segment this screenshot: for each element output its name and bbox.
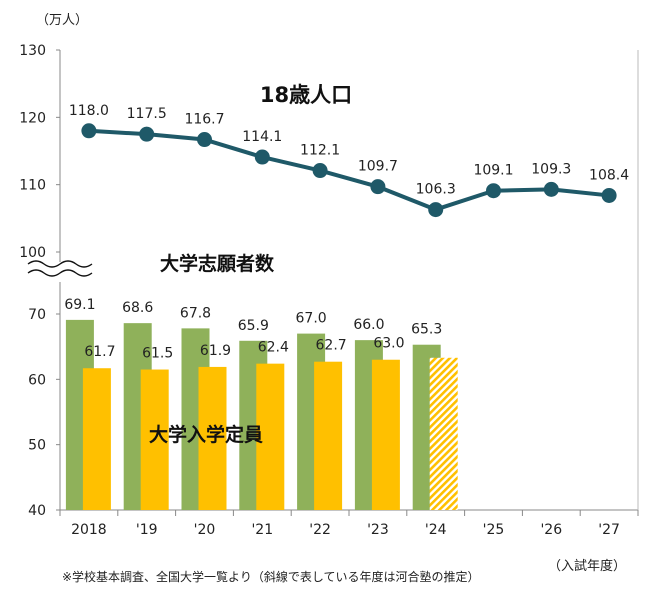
y-tick-label: 120: [19, 110, 46, 126]
data-label-population: 116.7: [184, 112, 224, 128]
data-label-capacity: 61.5: [142, 346, 173, 362]
y-tick-label: 70: [28, 307, 46, 323]
line-point: [428, 202, 444, 218]
data-label-population: 109.7: [358, 159, 398, 175]
bar-capacity: [140, 369, 169, 510]
data-label-population: 106.3: [416, 182, 456, 198]
data-label-population: 109.3: [531, 161, 571, 177]
data-label-capacity: 63.0: [373, 336, 404, 352]
bar-series-name-applicants: 大学志願者数: [160, 252, 275, 275]
unit-label: （万人）: [36, 13, 88, 28]
bar-capacity: [198, 366, 227, 510]
line-point: [81, 123, 97, 139]
bar-capacity-estimated: [429, 357, 458, 510]
y-tick-label: 40: [28, 503, 46, 519]
line-series-name: 18歳人口: [260, 83, 352, 107]
y-tick-label: 130: [19, 43, 46, 59]
data-label-population: 117.5: [127, 106, 167, 122]
data-label-population: 108.4: [589, 167, 629, 183]
data-label-applicants: 69.1: [64, 297, 95, 313]
x-tick-label: '26: [540, 522, 562, 538]
x-tick-label: '27: [598, 522, 620, 538]
x-tick-label: '22: [309, 522, 331, 538]
data-label-capacity: 62.4: [258, 340, 289, 356]
x-tick-label: '23: [367, 522, 389, 538]
data-label-capacity: 61.7: [84, 344, 115, 360]
x-tick-label: '21: [251, 522, 273, 538]
line-point: [312, 163, 328, 179]
line-point: [543, 181, 559, 197]
line-point: [601, 187, 617, 203]
bar-capacity: [256, 363, 285, 510]
x-tick-label: '25: [483, 522, 505, 538]
x-tick-label: '24: [425, 522, 447, 538]
data-label-capacity: 61.9: [200, 343, 231, 359]
data-label-applicants: 66.0: [353, 317, 384, 333]
x-tick-label: '20: [194, 522, 216, 538]
y-tick-label: 50: [28, 438, 46, 454]
y-tick-label: 110: [19, 178, 46, 194]
line-point: [139, 126, 155, 142]
data-label-applicants: 65.3: [411, 322, 442, 338]
x-tick-label: '19: [136, 522, 158, 538]
line-point: [486, 183, 501, 199]
source-note: ※学校基本調査、全国大学一覧より（斜線で表している年度は河合塾の推定）: [62, 569, 479, 584]
x-axis-note: （入試年度）: [548, 558, 626, 574]
data-labels: 69.1 68.6 67.8 65.9 67.0 66.0 65.3 61.7 61.5 61.9…: [64, 103, 629, 362]
data-label-applicants: 67.0: [296, 311, 327, 327]
data-label-population: 114.1: [242, 129, 282, 145]
axis-break-mark: [27, 260, 93, 268]
x-tick-label: 2018: [71, 522, 107, 538]
bar-series-name-capacity: 大学入学定員: [149, 423, 263, 446]
line-point: [254, 149, 270, 165]
data-label-population: 112.1: [300, 143, 340, 159]
axes: 100 110 120 130 40 50 60 70 2018 '19 '20 '21 '22 '23 '…: [19, 43, 639, 538]
y-tick-label: 60: [28, 372, 46, 388]
data-label-applicants: 68.6: [122, 300, 153, 316]
data-label-population: 109.1: [473, 163, 513, 179]
bar-capacity: [82, 368, 111, 510]
line-point: [197, 132, 212, 148]
bars: [65, 319, 458, 510]
data-label-population: 118.0: [69, 103, 109, 119]
y-tick-label: 100: [19, 245, 46, 261]
bar-capacity: [371, 359, 400, 510]
data-label-capacity: 62.7: [316, 338, 347, 354]
line-point: [370, 179, 386, 195]
data-label-applicants: 65.9: [238, 318, 269, 334]
bar-capacity: [314, 361, 343, 510]
line-path: [88, 128, 610, 212]
axis-break-mark: [27, 269, 93, 277]
data-label-applicants: 67.8: [180, 305, 211, 321]
line-series: [81, 123, 617, 218]
